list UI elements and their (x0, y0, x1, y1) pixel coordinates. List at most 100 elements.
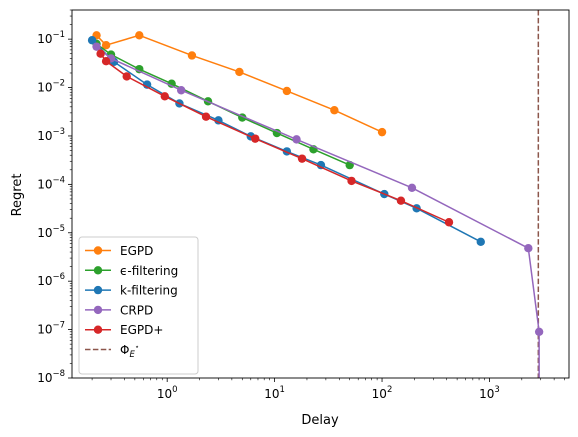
legend-entry: EGPD+ (85, 323, 163, 337)
x-tick-label: 103 (479, 385, 500, 401)
series-line (96, 46, 540, 378)
legend-swatch-marker (93, 285, 103, 295)
y-tick-label-exponent: −1 (52, 30, 65, 40)
legend-entry: k-filtering (85, 284, 178, 298)
series-marker (444, 218, 454, 227)
x-axis-label: Delay (301, 413, 339, 428)
series-marker (167, 79, 176, 88)
x-tick-label: 102 (372, 385, 393, 401)
series-marker (316, 160, 326, 170)
series-marker (251, 134, 260, 143)
legend-swatch-marker (93, 266, 103, 275)
y-tick-label-base: 10 (37, 226, 52, 240)
legend-label-text: EGPD (120, 244, 153, 258)
x-tick-label-base: 10 (372, 387, 387, 401)
series-marker (122, 72, 131, 81)
series-marker (201, 112, 211, 121)
series-0 (92, 31, 387, 137)
x-axis-ticks: 100 101 102 103 (91, 378, 565, 401)
legend-label-text: EGPD+ (120, 323, 163, 337)
legend: EGPD ϵ-filtering k-filtering CRPD EGPD+ ΦE⋆ (78, 236, 199, 375)
x-tick-label-exponent: 2 (387, 385, 392, 395)
x-tick-label-exponent: 3 (494, 385, 499, 395)
y-tick-label: 10−1 (37, 30, 65, 46)
x-tick-label-base: 10 (157, 387, 172, 401)
x-tick-label-exponent: 1 (280, 385, 285, 395)
series-marker (235, 67, 244, 77)
x-tick-label-base: 10 (479, 387, 494, 401)
y-tick-label: 10−4 (37, 175, 65, 191)
y-tick-label-exponent: −8 (52, 369, 65, 379)
legend-label: CRPD (120, 303, 153, 317)
legend-entry: ϵ-filtering (85, 264, 178, 278)
series-marker (534, 327, 544, 337)
series-marker (92, 42, 101, 51)
x-tick-label-base: 10 (264, 387, 279, 401)
y-tick-label-exponent: −7 (52, 321, 65, 331)
series-marker (101, 57, 111, 66)
y-tick-label: 10−7 (37, 321, 65, 337)
series-marker (187, 51, 197, 60)
series-line (96, 34, 383, 133)
y-tick-label: 10−2 (37, 79, 65, 95)
series-marker (377, 127, 387, 137)
legend-entry: ΦE⋆ (85, 343, 139, 360)
series-marker (292, 135, 301, 144)
y-tick-label-base: 10 (37, 371, 52, 385)
legend-entry: EGPD (85, 244, 153, 258)
axes-spines (71, 9, 570, 379)
series-marker (135, 31, 144, 40)
legend-label: ΦE⋆ (120, 343, 139, 360)
legend-swatch-marker (93, 246, 103, 255)
legend-label-superscript: ⋆ (135, 343, 139, 351)
y-tick-label-exponent: −4 (52, 175, 65, 185)
x-tick-label-exponent: 0 (172, 385, 177, 395)
series-marker (135, 64, 144, 74)
x-tick-label: 101 (264, 385, 285, 401)
y-tick-label: 10−6 (37, 272, 65, 288)
y-tick-label-exponent: −2 (52, 79, 65, 89)
y-tick-label-base: 10 (37, 274, 52, 288)
y-tick-label-exponent: −5 (52, 224, 65, 234)
y-tick-label: 10−5 (37, 224, 65, 240)
y-tick-label-base: 10 (37, 32, 52, 46)
series-line (99, 53, 450, 223)
series-marker (282, 86, 292, 96)
legend-label-subscript: E (129, 350, 135, 360)
series-marker (96, 49, 105, 58)
legend-swatch-marker (93, 305, 103, 315)
y-tick-label: 10−8 (37, 369, 65, 385)
legend-label: k-filtering (120, 284, 178, 298)
series-marker (87, 36, 97, 45)
legend-swatch-marker (93, 325, 103, 334)
legend-label: EGPD+ (120, 323, 163, 337)
series-marker (407, 183, 417, 192)
legend-box (78, 236, 199, 375)
y-tick-label-base: 10 (37, 129, 52, 143)
y-tick-label-base: 10 (37, 177, 52, 191)
series-marker (297, 154, 307, 163)
series-marker (330, 106, 339, 115)
series-marker (176, 86, 186, 95)
series-3 (92, 42, 544, 378)
series-marker (476, 237, 485, 247)
legend-label-text: ϵ-filtering (120, 264, 178, 278)
y-tick-label-base: 10 (37, 323, 52, 337)
legend-entry: CRPD (85, 303, 153, 317)
y-axis-ticks: 10−810−710−610−510−410−310−210−1 (37, 9, 72, 385)
legend-label: EGPD (120, 244, 153, 258)
y-tick-label: 10−3 (37, 127, 65, 143)
legend-label: ϵ-filtering (120, 264, 178, 278)
series-marker (160, 92, 169, 101)
series-marker (347, 176, 356, 186)
series-marker (396, 196, 406, 205)
series-4 (96, 49, 454, 227)
axes-frame (71, 9, 570, 379)
legend-label-text: CRPD (120, 303, 153, 317)
y-tick-label-base: 10 (37, 81, 52, 95)
y-axis-label: Regret (10, 174, 25, 217)
y-tick-label-exponent: −6 (52, 272, 65, 282)
legend-label-text: Φ (120, 343, 129, 357)
series-marker (524, 244, 533, 253)
